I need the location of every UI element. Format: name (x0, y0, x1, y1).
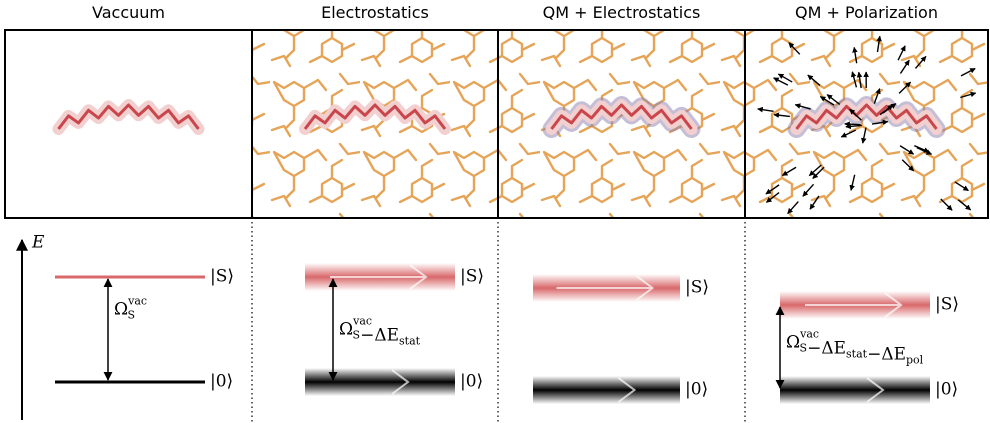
solvent (252, 30, 498, 218)
panel-title: QM + Polarization (795, 3, 938, 22)
panel-title: QM + Electrostatics (543, 3, 701, 22)
gap-superscript: vac (127, 295, 147, 308)
molecule-halo (59, 105, 199, 129)
ground-label: |0⟩ (935, 380, 958, 400)
gap-subscript: S (800, 342, 808, 355)
panel-title: Vaccuum (92, 3, 165, 22)
excited-label: |S⟩ (935, 295, 959, 315)
gap-subscript: stat (399, 335, 421, 348)
gap-subscript: S (353, 329, 361, 342)
gap-subscript: stat (846, 348, 868, 361)
ground-label: |0⟩ (460, 372, 483, 392)
dipole-arrow (845, 124, 861, 125)
ground-band (305, 368, 455, 396)
gap-term: Ω (339, 319, 353, 339)
gap-term: Ω (114, 299, 128, 319)
ground-label: |0⟩ (685, 380, 708, 400)
gap-subscript: pol (906, 354, 924, 367)
gap-term: Ω (786, 332, 800, 352)
ground-label: |0⟩ (210, 372, 233, 392)
excited-label: |S⟩ (685, 278, 709, 298)
figure: E Vaccuum|S⟩|0⟩ΩvacSElectrostatics|S⟩|0⟩… (0, 0, 990, 423)
energy-axis-label: E (31, 233, 45, 253)
excited-label: |S⟩ (210, 267, 234, 287)
ground-band (533, 376, 680, 404)
solvent (745, 30, 988, 218)
panel-box (5, 30, 252, 218)
ground-band (780, 376, 930, 404)
gap-subscript: S (128, 309, 136, 322)
excited-label: |S⟩ (460, 267, 484, 287)
gap-term: −ΔE (360, 325, 399, 345)
panel-title: Electrostatics (321, 3, 429, 22)
gap-term: −ΔE (867, 344, 906, 364)
gap-term: −ΔE (807, 338, 846, 358)
solvent (498, 30, 745, 218)
